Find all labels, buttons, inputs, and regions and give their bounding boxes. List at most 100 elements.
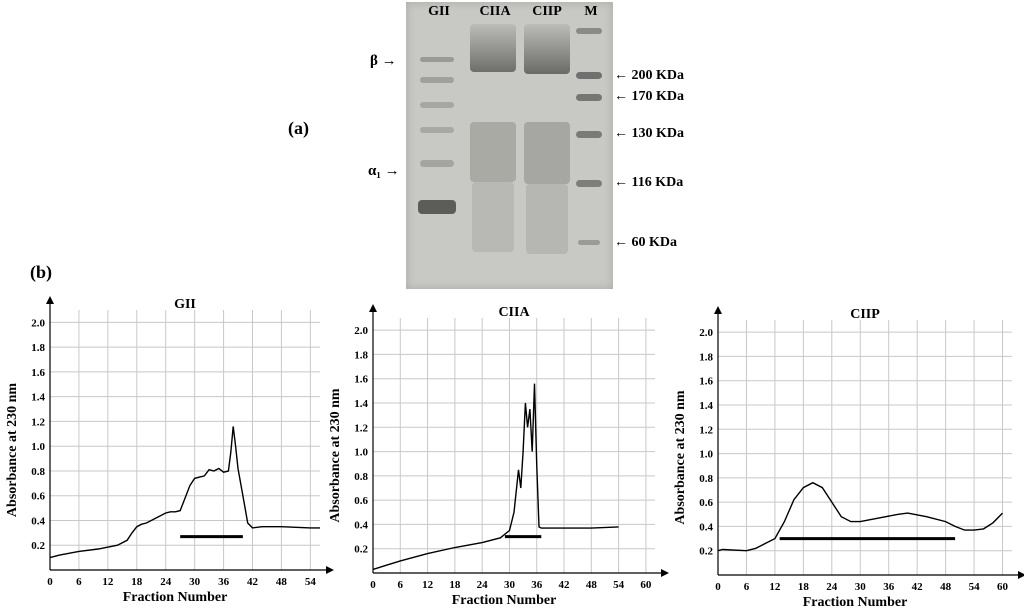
- y-axis-label: Absorbance at 230 nm: [5, 383, 20, 518]
- gel-band: [576, 180, 602, 187]
- marker-60kda-label: 60 KDa: [631, 235, 678, 250]
- gel-band: [420, 127, 454, 133]
- x-axis-label: Fraction Number: [123, 590, 228, 605]
- x-tick-label: 0: [47, 576, 53, 588]
- x-axis-arrow-icon: [661, 569, 669, 577]
- panel-label-a: (a): [288, 118, 309, 138]
- chart-ciip: 0 6 12 18 24 30 36 42 48 54 60 0.2 0.4 0.6 0.8 1.0 1.2 1.…: [673, 306, 1024, 610]
- y-tick-label: 1.0: [699, 449, 713, 461]
- y-tick-label: 1.2: [31, 416, 45, 428]
- chart-title: GII: [174, 297, 196, 312]
- chart-gii: 0 6 12 18 24 30 36 42 48 54 0.2 0.4 0.6 0.8 1.0 1.2 1.4 1…: [5, 296, 334, 605]
- chart-title: CIIA: [498, 305, 530, 320]
- x-tick-label: 18: [449, 579, 461, 591]
- arrow-left-icon: ←: [614, 235, 628, 250]
- y-tick-label: 1.8: [699, 351, 713, 363]
- chart-ciia: 0 6 12 18 24 30 36 42 48 54 60 0.2 0.4 0.6 0.8 1.0 1.2 1.…: [328, 304, 669, 608]
- y-tick-label: 2.0: [354, 325, 368, 337]
- marker-170kda-label: 170 KDa: [631, 89, 685, 104]
- marker-116kda: ← 116 KDa: [614, 175, 683, 191]
- x-tick-label: 12: [102, 576, 114, 588]
- marker-130kda-label: 130 KDa: [631, 126, 685, 141]
- x-axis-arrow-icon: [326, 566, 334, 574]
- y-tick-label: 1.6: [354, 374, 368, 386]
- y-tick-label: 1.8: [354, 349, 368, 361]
- series-line: [372, 383, 619, 571]
- y-tick-label: 2.0: [31, 317, 45, 329]
- y-tick-label: 1.8: [31, 342, 45, 354]
- x-tick-label: 30: [189, 576, 201, 588]
- x-axis-label: Fraction Number: [452, 593, 557, 608]
- x-tick-label: 6: [76, 576, 82, 588]
- y-tick-label: 0.4: [31, 515, 45, 527]
- gel-band: [576, 131, 602, 138]
- x-axis-arrow-icon: [1018, 571, 1024, 579]
- gel-band: [524, 122, 570, 184]
- marker-alpha1-label: α₁: [368, 163, 381, 179]
- panel-label-b: (b): [30, 262, 52, 282]
- lane-label-ciip: CIIP: [532, 4, 562, 19]
- y-axis-arrow-icon: [714, 306, 722, 314]
- gel-band: [576, 94, 602, 101]
- gel-band: [578, 240, 600, 245]
- marker-60kda: ← 60 KDa: [614, 235, 677, 251]
- arrow-left-icon: ←: [614, 68, 628, 83]
- marker-alpha1: α₁ →: [368, 163, 400, 180]
- y-tick-label: 0.6: [354, 495, 368, 507]
- marker-130kda: ← 130 KDa: [614, 126, 684, 142]
- x-tick-label: 12: [769, 581, 781, 593]
- y-tick-label: 0.2: [31, 540, 45, 552]
- y-tick-label: 1.4: [699, 400, 713, 412]
- x-tick-label: 0: [370, 579, 376, 591]
- x-tick-label: 36: [531, 579, 543, 591]
- x-tick-label: 24: [826, 581, 838, 593]
- x-tick-label: 36: [218, 576, 230, 588]
- x-tick-label: 48: [276, 576, 288, 588]
- x-tick-label: 60: [997, 581, 1009, 593]
- y-tick-label: 1.2: [699, 424, 713, 436]
- x-tick-label: 30: [504, 579, 516, 591]
- y-tick-label: 1.6: [31, 367, 45, 379]
- marker-116kda-label: 116 KDa: [631, 175, 684, 190]
- arrow-left-icon: ←: [614, 89, 628, 104]
- x-tick-label: 48: [586, 579, 598, 591]
- marker-200kda-label: 200 KDa: [631, 68, 685, 83]
- y-axis-label: Absorbance at 230 nm: [673, 390, 688, 525]
- x-axis-label: Fraction Number: [803, 595, 908, 610]
- gel-band: [526, 184, 568, 254]
- arrow-left-icon: ←: [614, 126, 628, 141]
- x-tick-label: 6: [398, 579, 404, 591]
- lane-label-m: M: [584, 4, 598, 19]
- sds-page-gel-image: GII CIIA CIIP M: [406, 2, 613, 289]
- arrow-left-icon: ←: [614, 175, 628, 190]
- arrow-right-icon: →: [381, 53, 397, 69]
- x-tick-label: 0: [715, 581, 721, 593]
- x-tick-label: 36: [883, 581, 895, 593]
- y-tick-label: 0.2: [699, 546, 713, 558]
- gel-band: [420, 57, 454, 62]
- marker-170kda: ← 170 KDa: [614, 89, 684, 105]
- x-tick-label: 6: [744, 581, 750, 593]
- y-tick-label: 0.6: [699, 497, 713, 509]
- y-tick-label: 2.0: [699, 327, 713, 339]
- chart-title: CIIP: [850, 307, 880, 322]
- gel-band: [420, 102, 454, 108]
- x-tick-label: 18: [131, 576, 143, 588]
- y-tick-label: 0.8: [31, 466, 45, 478]
- y-axis-label: Absorbance at 230 nm: [328, 388, 343, 523]
- x-tick-label: 24: [477, 579, 489, 591]
- y-axis-arrow-icon: [369, 304, 377, 312]
- lane-label-gii: GII: [428, 4, 450, 19]
- x-tick-label: 42: [559, 579, 571, 591]
- marker-beta: β →: [370, 53, 397, 70]
- y-tick-label: 1.4: [354, 398, 368, 410]
- y-tick-label: 1.0: [31, 441, 45, 453]
- x-tick-label: 60: [640, 579, 652, 591]
- x-tick-label: 30: [855, 581, 867, 593]
- x-tick-label: 54: [969, 581, 981, 593]
- gel-band: [576, 28, 602, 34]
- y-tick-label: 1.2: [354, 422, 368, 434]
- y-tick-label: 0.8: [699, 473, 713, 485]
- y-tick-label: 0.4: [354, 519, 368, 531]
- series-line: [717, 481, 1004, 552]
